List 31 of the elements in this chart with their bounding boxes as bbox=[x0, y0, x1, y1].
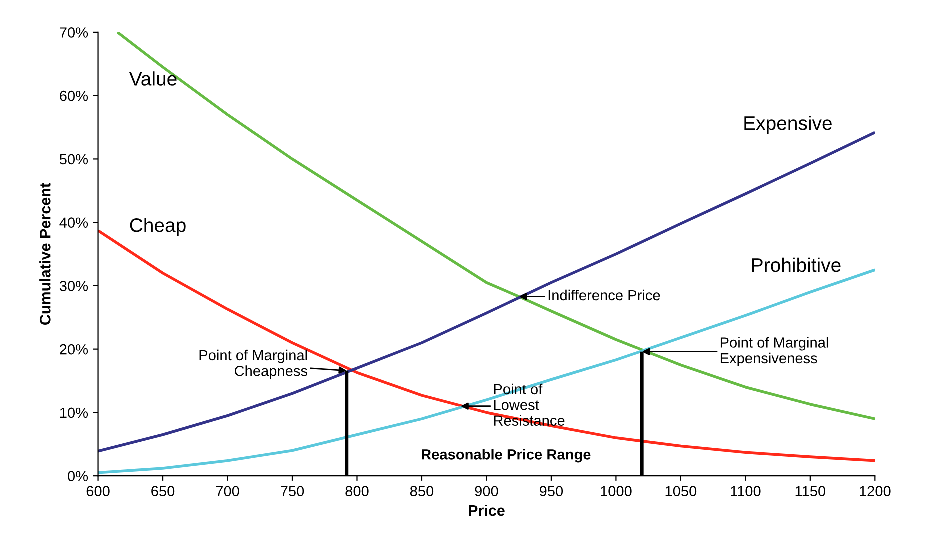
series-label: Cheap bbox=[130, 218, 186, 236]
x-tick-label: 650 bbox=[152, 486, 175, 497]
y-tick-label: 0% bbox=[68, 471, 88, 482]
x-tick-label: 750 bbox=[281, 486, 304, 497]
annotation: Point of Marginal Cheapness bbox=[200, 350, 308, 380]
y-tick-label: 60% bbox=[60, 90, 88, 102]
y-tick-label: 50% bbox=[60, 154, 88, 165]
y-tick-label: 40% bbox=[60, 218, 88, 228]
x-tick-label: 900 bbox=[475, 486, 498, 497]
y-axis-title: Cumulative Percent bbox=[40, 183, 51, 325]
x-tick-label: 600 bbox=[86, 486, 110, 497]
x-tick-label: 1000 bbox=[601, 486, 632, 497]
annotation: Indifference Price bbox=[548, 290, 660, 301]
x-tick-label: 850 bbox=[410, 486, 434, 497]
series-label: Expensive bbox=[744, 116, 832, 134]
x-tick-label: 1050 bbox=[666, 486, 697, 497]
series-label: Prohibitive bbox=[752, 258, 841, 272]
x-axis-title: Price bbox=[469, 504, 505, 516]
y-tick-label: 70% bbox=[60, 28, 88, 38]
x-tick-label: 800 bbox=[346, 486, 369, 497]
x-tick-label: 1100 bbox=[731, 486, 761, 497]
x-tick-label: 1200 bbox=[860, 486, 891, 497]
x-tick-label: 700 bbox=[216, 486, 240, 497]
y-tick-label: 20% bbox=[60, 344, 88, 355]
annotation: Point of Marginal Expensiveness bbox=[720, 337, 828, 367]
x-tick-label: 1150 bbox=[796, 486, 826, 497]
annotation: Reasonable Price Range bbox=[422, 449, 591, 463]
series-label: Value bbox=[129, 72, 177, 86]
x-tick-label: 950 bbox=[540, 486, 564, 497]
y-tick-label: 10% bbox=[60, 408, 88, 418]
y-tick-label: 30% bbox=[60, 281, 88, 292]
